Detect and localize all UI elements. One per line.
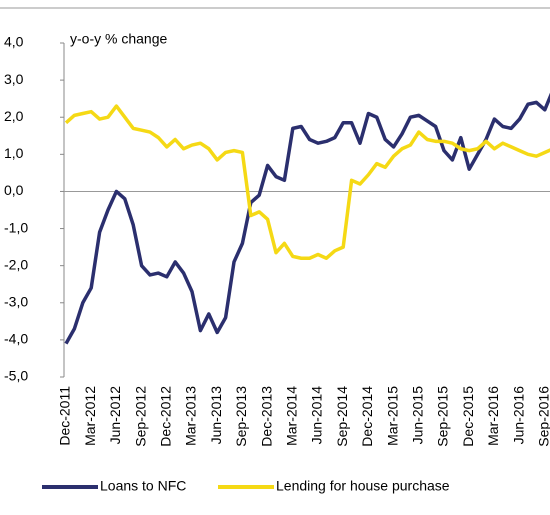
x-tick-label: Sep-2015 (435, 386, 451, 447)
series-line (64, 104, 550, 260)
x-tick-label: Dec-2013 (258, 386, 274, 447)
legend-label: Loans to NFC (100, 478, 186, 494)
x-tick-label: Dec-2011 (57, 386, 73, 446)
x-tick-label: Dec-2015 (460, 386, 476, 447)
y-tick-label: 4,0 (4, 34, 24, 50)
x-tick-label: Sep-2012 (132, 386, 148, 447)
x-tick-label: Sep-2014 (334, 386, 350, 447)
x-tick-label: Jun-2015 (410, 386, 426, 445)
series-line (64, 92, 550, 345)
y-tick-label: 3,0 (4, 71, 24, 87)
x-tick-label: Mar-2015 (384, 386, 400, 446)
x-tick-label: Mar-2013 (183, 386, 199, 446)
x-tick-label: Jun-2012 (107, 386, 123, 445)
x-tick-label: Dec-2014 (359, 386, 375, 447)
x-tick-label: Sep-2013 (233, 386, 249, 447)
x-tick-label: Mar-2012 (82, 386, 98, 446)
x-tick-label: Jun-2013 (208, 386, 224, 445)
y-tick-label: 1,0 (4, 145, 24, 161)
x-tick-label: Jun-2014 (309, 386, 325, 445)
y-tick-label: -4,0 (4, 331, 28, 347)
x-tick-label: Jun-2016 (510, 386, 526, 445)
y-tick-label: -2,0 (4, 256, 28, 272)
plot-area (64, 92, 550, 345)
y-tick-label: 0,0 (4, 182, 24, 198)
y-tick-label: 2,0 (4, 108, 24, 124)
y-tick-label: -1,0 (4, 219, 28, 235)
x-tick-label: Mar-2014 (284, 386, 300, 446)
y-tick-label: -5,0 (4, 368, 28, 384)
x-tick-label: Sep-2016 (536, 386, 550, 447)
legend-label: Lending for house purchase (276, 478, 450, 494)
x-tick-label: Mar-2016 (485, 386, 501, 446)
y-axis-label: y-o-y % change (70, 31, 167, 47)
y-tick-label: -3,0 (4, 293, 28, 309)
x-tick-label: Dec-2012 (158, 386, 174, 447)
